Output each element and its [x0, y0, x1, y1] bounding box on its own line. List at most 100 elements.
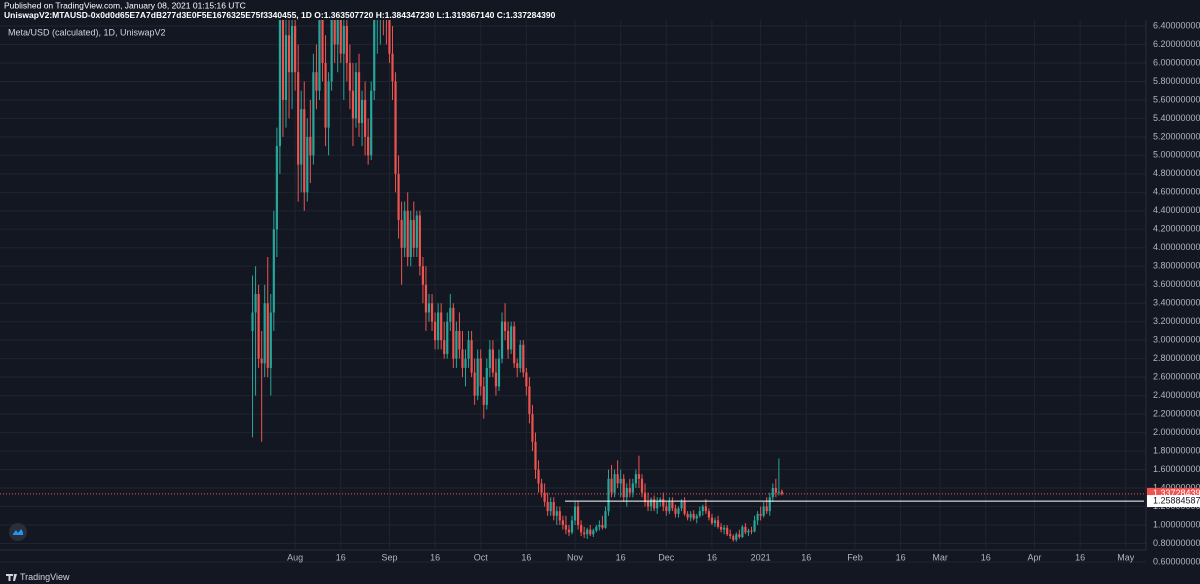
candle-body	[284, 35, 288, 100]
candle-body	[342, 26, 345, 54]
candle-body	[281, 20, 285, 100]
price-tag	[1147, 495, 1200, 508]
candle-body	[470, 340, 473, 373]
candle-body	[503, 321, 507, 331]
candle-body	[406, 210, 409, 258]
candle-body	[595, 526, 598, 531]
candle-body	[367, 136, 370, 156]
candle-body	[601, 524, 604, 528]
candle-body	[622, 478, 625, 498]
candle-body	[665, 506, 668, 512]
x-tick-label: 16	[896, 552, 906, 562]
candle-body	[610, 478, 613, 493]
candle-body	[294, 26, 297, 73]
x-tick-label: 16	[616, 552, 626, 562]
x-tick-label: 16	[801, 552, 811, 562]
x-tick-label: 16	[430, 552, 440, 562]
candle-body	[433, 321, 437, 341]
candle-body	[324, 62, 327, 128]
y-tick-label: 2.800000000	[1153, 353, 1200, 363]
candle-body	[306, 136, 309, 193]
candle-body	[300, 109, 303, 165]
candle-body	[607, 478, 610, 512]
candle-body	[704, 506, 707, 512]
candle-body	[680, 501, 683, 509]
axes: 0.6000000000.8000000001.0000000001.20000…	[287, 20, 1200, 566]
y-tick-label: 5.200000000	[1153, 131, 1200, 141]
candle-body	[668, 501, 671, 512]
x-tick-label: Oct	[474, 552, 489, 562]
candle-body	[473, 372, 476, 396]
y-tick-label: 1.000000000	[1153, 519, 1200, 529]
brand: TradingView	[20, 572, 70, 582]
candle-body	[510, 326, 513, 350]
candle-body	[421, 266, 425, 285]
y-tick-label: 1.400000000	[1153, 482, 1200, 492]
candle-body	[348, 62, 351, 91]
x-tick-label: 16	[336, 552, 346, 562]
candle-body	[397, 173, 400, 221]
candle-body	[269, 312, 272, 368]
candle-body	[519, 344, 522, 368]
candle-body	[430, 303, 434, 322]
candle-body	[646, 501, 650, 507]
candle-body	[729, 534, 732, 537]
candle-body	[747, 530, 750, 533]
candle-body	[570, 520, 574, 533]
candle-body	[683, 501, 686, 514]
x-tick-label: Apr	[1027, 552, 1041, 562]
candle-body	[555, 511, 558, 516]
x-tick-label: Dec	[658, 552, 675, 562]
candle-body	[290, 26, 294, 73]
x-tick-label: Aug	[287, 552, 303, 562]
y-tick-label: 2.400000000	[1153, 390, 1200, 400]
candle-body	[762, 506, 765, 516]
candle-body	[744, 526, 747, 533]
candle-body	[619, 478, 622, 484]
candle-body	[437, 312, 440, 341]
candle-body	[251, 312, 254, 331]
y-tick-label: 0.800000000	[1153, 538, 1200, 548]
candle-body	[260, 358, 263, 364]
candle-body	[488, 349, 491, 368]
candle-body	[616, 474, 619, 484]
candle-body	[467, 340, 470, 359]
candle-body	[528, 386, 531, 415]
candle-body	[713, 520, 717, 524]
candle-body	[643, 492, 647, 502]
candle-body	[543, 492, 546, 502]
x-tick-label: 16	[981, 552, 991, 562]
candle-body	[254, 293, 257, 313]
candle-body	[339, 20, 342, 54]
candle-body	[732, 536, 735, 540]
published-note: Published on TradingView.com, January 08…	[4, 0, 246, 10]
candle-body	[552, 501, 555, 516]
candle-body	[674, 508, 677, 514]
symbol-line: UniswapV2:MTAUSD-0x0d0d65E7A7dB277d3E0F5…	[4, 10, 556, 20]
candle-body	[531, 414, 534, 442]
x-tick-label: Nov	[567, 552, 584, 562]
candle-body	[756, 513, 759, 521]
candle-body	[710, 517, 714, 524]
candle-body	[446, 321, 449, 355]
candle-body	[336, 20, 339, 45]
candle-body	[418, 215, 421, 267]
candle-body	[780, 491, 784, 494]
x-tick-label: 2021	[751, 552, 771, 562]
x-tick-label: 16	[1075, 552, 1085, 562]
candle-body	[452, 307, 455, 359]
tv-logo-button[interactable]	[9, 523, 27, 541]
candle-body	[263, 303, 266, 364]
candle-body	[321, 20, 324, 63]
candle-body	[698, 511, 701, 516]
y-tick-label: 2.200000000	[1153, 408, 1200, 418]
y-tick-label: 3.200000000	[1153, 316, 1200, 326]
candle-body	[464, 358, 467, 368]
y-tick-label: 6.000000000	[1153, 57, 1200, 67]
candle-body	[580, 524, 583, 533]
